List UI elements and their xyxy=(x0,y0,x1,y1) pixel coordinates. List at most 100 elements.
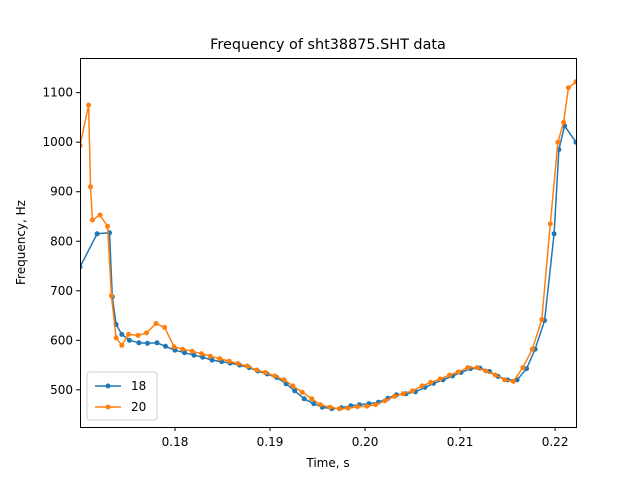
legend-marker-18 xyxy=(105,383,111,389)
data-point-series-18 xyxy=(301,396,307,402)
data-point-series-18 xyxy=(136,340,142,346)
data-point-series-20 xyxy=(539,317,545,322)
y-tick-label: 700 xyxy=(50,284,73,298)
data-point-series-20 xyxy=(555,139,561,145)
y-tick-label: 1100 xyxy=(42,86,73,100)
data-point-series-20 xyxy=(428,379,434,385)
data-point-series-20 xyxy=(105,223,111,229)
series-clip-group xyxy=(80,79,576,412)
data-point-series-20 xyxy=(89,217,95,223)
data-point-series-20 xyxy=(327,404,333,410)
data-point-series-20 xyxy=(199,351,205,357)
y-tick-label: 500 xyxy=(50,383,73,397)
data-point-series-18 xyxy=(154,340,160,346)
data-point-series-20 xyxy=(119,342,125,348)
data-point-series-18 xyxy=(311,401,317,407)
data-point-series-20 xyxy=(355,404,360,410)
data-point-series-20 xyxy=(565,85,571,91)
data-point-series-18 xyxy=(163,343,168,349)
x-tick-label: 0.21 xyxy=(447,435,474,449)
data-point-series-18 xyxy=(292,388,298,394)
legend-marker-20 xyxy=(105,404,111,410)
data-point-series-20 xyxy=(520,365,526,371)
data-point-series-20 xyxy=(189,348,195,354)
data-point-series-20 xyxy=(290,383,296,389)
data-point-series-20 xyxy=(317,402,323,408)
data-point-series-20 xyxy=(180,346,186,352)
data-point-series-20 xyxy=(561,119,567,125)
legend-label-20: 20 xyxy=(131,400,146,414)
data-point-series-20 xyxy=(88,184,93,190)
legend-label-18: 18 xyxy=(131,379,146,393)
data-point-series-20 xyxy=(573,79,576,85)
data-point-series-20 xyxy=(97,212,103,218)
data-point-series-20 xyxy=(547,221,553,227)
data-point-series-20 xyxy=(162,324,168,330)
chart-title: Frequency of sht38875.SHT data xyxy=(210,37,446,53)
legend-box xyxy=(86,371,158,421)
plot-area xyxy=(80,58,576,427)
data-point-series-20 xyxy=(529,346,535,352)
data-point-series-20 xyxy=(262,370,268,375)
data-point-series-20 xyxy=(455,369,461,375)
x-tick-label: 0.22 xyxy=(542,435,569,449)
y-tick-label: 1000 xyxy=(42,135,73,149)
x-tick-label: 0.18 xyxy=(162,435,189,449)
data-point-series-20 xyxy=(309,396,315,402)
data-point-series-20 xyxy=(86,102,92,108)
data-point-series-20 xyxy=(171,344,177,350)
y-axis-ticks: 500 600 700 800 900 1000 1100 xyxy=(42,86,80,397)
x-axis-title: Time, s xyxy=(305,456,349,470)
data-point-series-18 xyxy=(191,352,197,358)
y-tick-label: 900 xyxy=(50,185,73,199)
data-point-series-20 xyxy=(419,383,425,389)
data-point-series-20 xyxy=(382,398,388,404)
data-point-series-20 xyxy=(474,365,480,371)
y-tick-label: 800 xyxy=(50,234,73,248)
data-point-series-20 xyxy=(254,367,260,373)
data-point-series-20 xyxy=(364,403,370,409)
data-point-series-20 xyxy=(400,391,406,397)
data-point-series-20 xyxy=(272,373,278,379)
data-point-series-20 xyxy=(235,361,241,367)
data-point-series-20 xyxy=(113,335,119,341)
data-point-series-20 xyxy=(510,378,516,384)
data-point-series-18 xyxy=(119,331,125,337)
data-point-series-20 xyxy=(465,365,471,371)
data-point-series-20 xyxy=(392,393,397,399)
data-point-series-20 xyxy=(281,377,287,383)
axes-frame xyxy=(80,58,577,428)
data-point-series-20 xyxy=(437,376,443,382)
data-point-series-20 xyxy=(207,353,213,359)
data-point-series-18 xyxy=(145,340,150,346)
data-point-series-20 xyxy=(244,363,250,369)
x-tick-label: 0.19 xyxy=(257,435,284,449)
data-point-series-18 xyxy=(94,231,100,237)
data-point-series-18 xyxy=(524,366,530,372)
data-point-series-20 xyxy=(492,372,498,378)
data-point-series-18 xyxy=(551,231,557,237)
data-point-series-20 xyxy=(217,356,223,362)
data-point-series-20 xyxy=(108,293,114,299)
data-point-series-18 xyxy=(573,139,576,145)
x-axis-ticks: 0.18 0.19 0.20 0.21 0.22 xyxy=(162,427,569,449)
data-point-series-20 xyxy=(410,388,416,394)
data-point-series-20 xyxy=(483,368,489,374)
data-point-series-20 xyxy=(126,331,131,337)
x-tick-label: 0.20 xyxy=(352,435,379,449)
y-tick-label: 600 xyxy=(50,333,73,347)
data-point-series-20 xyxy=(299,389,305,395)
data-point-series-18 xyxy=(126,337,132,343)
series-layer xyxy=(80,79,576,412)
data-point-series-20 xyxy=(447,372,453,378)
data-point-series-20 xyxy=(153,321,159,326)
data-point-series-20 xyxy=(373,402,378,408)
y-axis-title: Frequency, Hz xyxy=(14,200,28,285)
data-point-series-20 xyxy=(345,405,351,411)
data-point-series-20 xyxy=(336,406,342,412)
data-point-series-20 xyxy=(135,332,141,338)
data-point-series-20 xyxy=(226,358,232,364)
